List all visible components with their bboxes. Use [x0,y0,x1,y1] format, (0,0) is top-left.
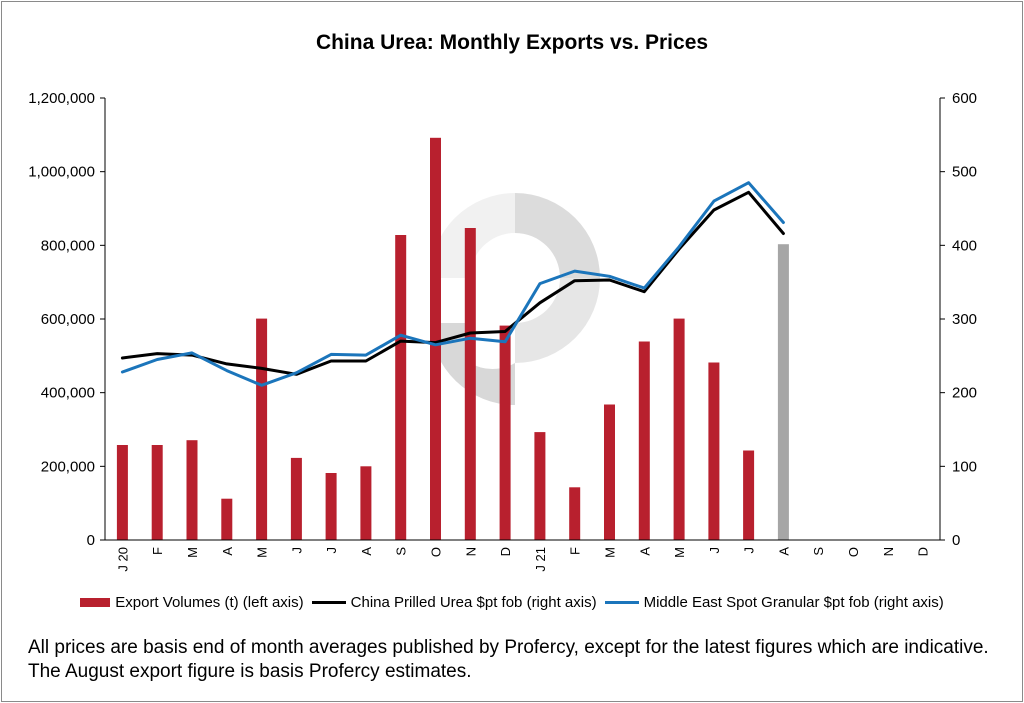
x-tick-label: J [742,547,757,554]
line-series-group [120,181,785,387]
series-line-middle-east [120,181,785,387]
legend: Export Volumes (t) (left axis) China Pri… [0,594,1024,611]
watermark-logo [430,193,600,406]
bar [256,318,268,540]
x-tick-label: S [811,547,826,556]
legend-label-middle-east: Middle East Spot Granular $pt fob (right… [643,594,944,611]
left-tick-label: 0 [87,532,95,549]
left-tick-label: 200,000 [41,458,95,475]
x-tick-label: A [637,547,652,556]
x-tick-label: J 20 [115,547,130,572]
legend-item-china-prilled: China Prilled Urea $pt fob (right axis) [311,594,597,611]
right-tick-label: 100 [952,458,977,475]
bar [430,137,441,541]
x-tick-label: N [463,547,478,556]
chart-title: China Urea: Monthly Exports vs. Prices [315,31,709,54]
bar [604,404,615,540]
bar [290,457,302,540]
bar [708,362,720,540]
bar [325,473,337,540]
bar [569,487,581,540]
x-tick-label: M [603,547,618,558]
x-tick-label: J 21 [533,547,548,572]
bar-series-group [116,137,789,541]
bar [395,235,407,540]
x-tick-label: A [220,547,235,556]
legend-item-exports: Export Volumes (t) (left axis) [80,594,304,611]
legend-swatch-line [311,601,346,604]
left-tick-label: 400,000 [41,385,95,402]
x-tick-label: O [846,547,861,557]
legend-swatch-bar [80,598,111,607]
x-tick-label: S [394,547,409,556]
x-tick-label: O [429,547,444,557]
legend-swatch-line [604,601,639,604]
bar [638,341,650,540]
x-tick-label: J [707,547,722,554]
bar [777,244,789,540]
x-tick-label: A [359,547,374,556]
x-tick-label: M [672,547,687,558]
bar [464,228,476,540]
x-tick-label: J [289,547,304,554]
x-tick-label: M [255,547,270,558]
right-tick-label: 500 [952,164,977,181]
series-line-china-prilled [120,190,785,376]
bar [221,498,233,540]
bar [360,466,372,540]
x-tick-label: N [881,547,896,556]
right-tick-label: 300 [952,311,977,328]
legend-label-china-prilled: China Prilled Urea $pt fob (right axis) [350,594,597,611]
right-tick-label: 600 [952,90,977,107]
x-tick-label: J [324,547,339,554]
left-tick-label: 1,200,000 [28,90,95,107]
x-tick-label: F [150,547,165,555]
x-tick-label: D [916,547,931,556]
footnote: All prices are basis end of month averag… [28,637,989,682]
right-tick-label: 200 [952,385,977,402]
bar [743,450,755,540]
right-tick-label: 400 [952,237,977,254]
x-tick-label: F [568,547,583,555]
legend-label-exports: Export Volumes (t) (left axis) [115,594,304,611]
bar [116,445,128,540]
legend-item-middle-east: Middle East Spot Granular $pt fob (right… [604,594,944,611]
bar [534,432,546,540]
x-tick-label: M [185,547,200,558]
right-tick-label: 0 [952,532,960,549]
bar [186,440,198,540]
bar [499,325,511,540]
left-tick-label: 800,000 [41,237,95,254]
x-tick-label: A [776,547,791,556]
x-tick-label: D [498,547,513,556]
axes-group: 0 200,000 400,000 600,000 800,000 1,000,000 1,… [28,90,977,572]
bar [151,445,163,540]
left-tick-label: 600,000 [41,311,95,328]
left-tick-label: 1,000,000 [28,164,95,181]
bar [673,318,685,540]
